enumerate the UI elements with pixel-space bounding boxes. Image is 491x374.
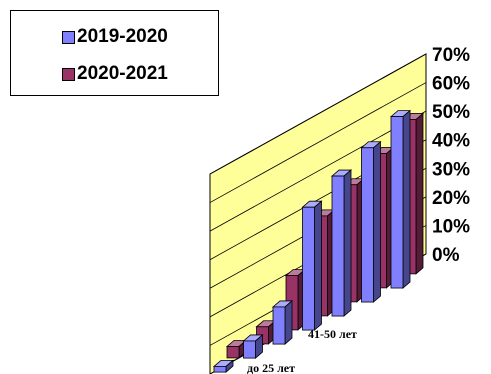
legend-item-series-2: 2020-2021 (62, 63, 168, 85)
bar-series-1-group-5 (330, 169, 353, 317)
x-category-label: до 25 лет (247, 361, 295, 374)
gridline (209, 110, 427, 232)
y-tick-label: 40% (432, 131, 470, 152)
legend-item-series-1: 2019-2020 (62, 26, 168, 48)
x-category-label: 41-50 лет (308, 327, 357, 341)
y-tick-label: 60% (432, 74, 470, 95)
y-tick-label: 30% (432, 159, 470, 180)
legend-label-series-2: 2020-2021 (77, 63, 168, 84)
bar-series-1-group-7 (389, 109, 412, 289)
legend-label-series-1: 2019-2020 (77, 26, 168, 47)
y-tick-label: 20% (432, 188, 470, 209)
legend-swatch-series-2 (62, 67, 75, 81)
y-tick-label: 70% (432, 45, 470, 66)
bar-series-1-group-6 (360, 140, 382, 303)
y-tick-label: 0% (432, 245, 460, 266)
gridline (209, 53, 427, 175)
legend-swatch-series-1 (62, 30, 75, 44)
gridline (209, 82, 427, 203)
bar-series-1-group-3 (271, 300, 294, 345)
y-tick-label: 50% (432, 102, 470, 123)
chart-legend: 2019-2020 2020-2021 (10, 10, 219, 96)
y-tick-label: 10% (432, 216, 470, 237)
bar-series-1-group-2 (242, 334, 264, 359)
bar-series-1-group-1 (212, 359, 235, 373)
bar-series-1-group-4 (301, 200, 323, 331)
